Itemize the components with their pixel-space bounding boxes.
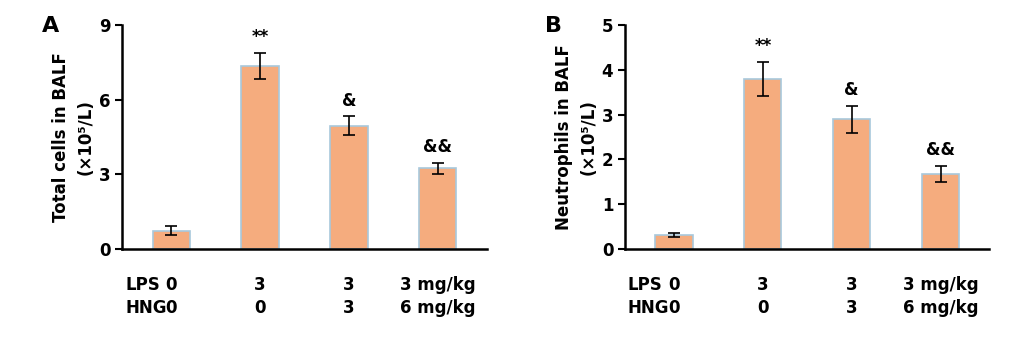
Text: 0: 0 [254,299,266,316]
Text: A: A [42,16,59,36]
Text: B: B [544,16,561,36]
Text: 0: 0 [165,276,177,294]
Text: 3: 3 [342,299,355,316]
Text: 6 mg/kg: 6 mg/kg [399,299,475,316]
Y-axis label: Neutrophils in BALF
(×10⁵/L): Neutrophils in BALF (×10⁵/L) [554,44,597,230]
Text: &&: && [925,141,954,159]
Text: **: ** [753,37,770,55]
Y-axis label: Total cells in BALF
(×10⁵/L): Total cells in BALF (×10⁵/L) [52,52,95,222]
Text: 0: 0 [165,299,177,316]
Text: LPS: LPS [125,276,160,294]
Text: HNG: HNG [125,299,166,316]
Bar [744,79,781,249]
Text: &&: && [423,138,451,156]
Bar [153,231,190,249]
Bar [330,126,367,249]
Text: 3: 3 [845,299,857,316]
Text: 0: 0 [667,299,679,316]
Text: 3 mg/kg: 3 mg/kg [399,276,475,294]
Bar [242,66,278,249]
Text: **: ** [252,28,268,46]
Text: &: & [844,81,858,99]
Text: HNG: HNG [627,299,668,316]
Text: 6 mg/kg: 6 mg/kg [902,299,977,316]
Bar [921,174,958,249]
Bar [833,119,869,249]
Text: 3: 3 [342,276,355,294]
Text: 3: 3 [254,276,266,294]
Text: 0: 0 [756,299,768,316]
Bar [419,168,457,249]
Text: &: & [341,91,356,110]
Text: 3 mg/kg: 3 mg/kg [902,276,977,294]
Text: 0: 0 [667,276,679,294]
Text: LPS: LPS [627,276,662,294]
Text: 3: 3 [845,276,857,294]
Text: 3: 3 [756,276,768,294]
Bar [654,235,692,249]
